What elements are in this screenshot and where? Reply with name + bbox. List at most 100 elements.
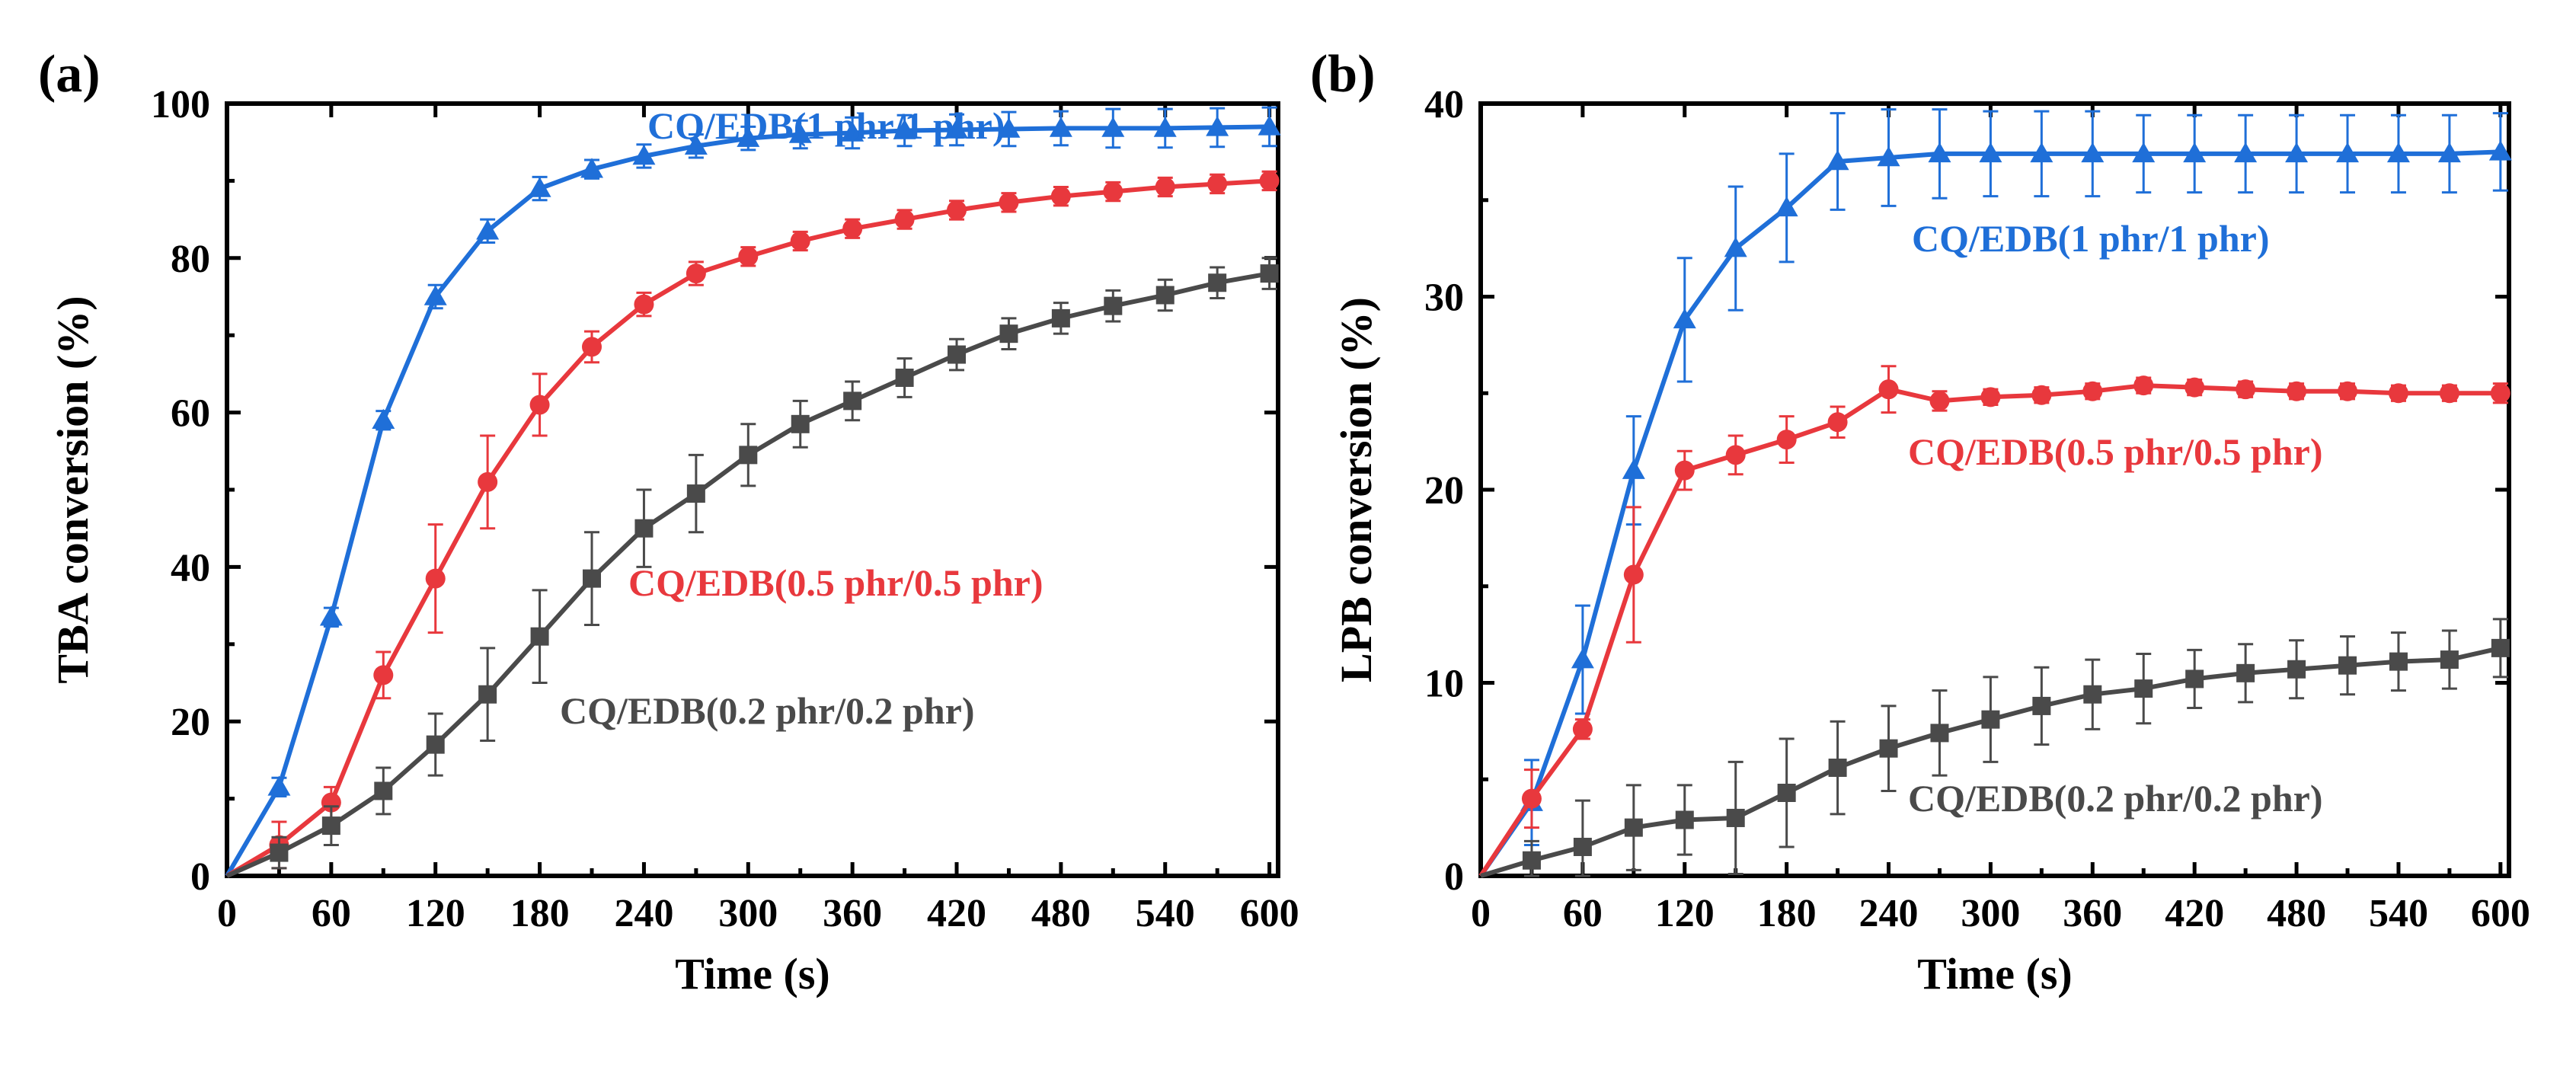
series-square: CQ/EDB(0.2 phr/0.2 phr)	[1480, 618, 2510, 878]
data-point	[1573, 837, 1592, 856]
data-point	[2185, 669, 2204, 689]
data-point	[2336, 142, 2360, 163]
data-point	[1571, 648, 1594, 669]
data-point	[2285, 142, 2309, 163]
y-tick-label: 40	[1424, 83, 1464, 126]
data-point	[321, 816, 340, 836]
data-point	[1828, 759, 1847, 778]
data-point	[1725, 445, 1746, 465]
y-tick-label: 20	[171, 701, 210, 744]
data-point	[790, 231, 810, 251]
data-point	[530, 627, 549, 646]
data-point	[2133, 375, 2154, 396]
data-point	[1153, 117, 1177, 137]
data-point	[1622, 459, 1645, 479]
data-point	[2338, 381, 2358, 401]
data-point	[267, 775, 291, 796]
series-label: CQ/EDB(0.5 phr/0.5 phr)	[628, 561, 1044, 604]
data-point	[580, 158, 604, 178]
y-tick-label: 0	[1444, 855, 1464, 899]
x-tick-label: 420	[2165, 892, 2224, 935]
data-point	[2287, 381, 2307, 401]
data-point	[1979, 142, 2002, 163]
panel-a: (a) 0 60 120 180 240 300 360 420 480 540 600 0 20 40 60…	[38, 45, 1299, 999]
data-point	[319, 606, 343, 626]
data-point	[2183, 142, 2207, 163]
series-label: CQ/EDB(0.2 phr/0.2 phr)	[1908, 777, 2323, 820]
data-point	[1155, 177, 1175, 197]
data-point	[1930, 724, 1949, 743]
x-tick-label: 180	[1757, 892, 1817, 935]
data-point	[2488, 140, 2512, 161]
x-tick-label: 0	[217, 892, 237, 935]
x-tick-label: 600	[1240, 892, 1299, 935]
data-point	[1877, 145, 1900, 167]
x-tick-label: 60	[1563, 892, 1603, 935]
y-tick-label: 0	[190, 855, 210, 899]
data-point	[634, 519, 654, 538]
data-point	[1260, 264, 1279, 283]
data-point	[1623, 564, 1644, 585]
data-point	[737, 126, 760, 147]
y-axis-label: LPB conversion (%)	[1331, 297, 1381, 682]
data-point	[1208, 273, 1227, 292]
data-point	[2439, 383, 2459, 404]
data-point	[686, 264, 706, 284]
data-point	[945, 118, 969, 139]
data-point	[2389, 652, 2408, 671]
data-point	[1258, 115, 1281, 136]
y-tick-label: 10	[1424, 663, 1464, 706]
data-point	[1929, 391, 1950, 411]
data-point	[2440, 650, 2459, 669]
data-point	[2234, 142, 2258, 163]
data-point	[1981, 710, 2000, 729]
series-square: CQ/EDB(0.2 phr/0.2 phr)	[225, 257, 1279, 878]
data-point	[2388, 383, 2408, 404]
data-point	[373, 665, 394, 685]
data-point	[1624, 818, 1643, 837]
data-point	[686, 484, 705, 503]
data-point	[1101, 117, 1125, 137]
data-point	[2236, 663, 2255, 682]
panel-label: (b)	[1310, 45, 1376, 104]
data-point	[843, 391, 862, 411]
data-point	[528, 177, 551, 197]
x-tick-label: 480	[1031, 892, 1091, 935]
x-axis-label: Time (s)	[1917, 949, 2073, 999]
series-circle: CQ/EDB(0.5 phr/0.5 phr)	[225, 170, 1280, 878]
data-point	[1980, 387, 2001, 407]
data-point	[684, 134, 708, 155]
x-tick-label: 480	[2267, 892, 2326, 935]
data-point	[2132, 142, 2156, 163]
x-tick-label: 600	[2471, 892, 2530, 935]
data-point	[1522, 851, 1541, 870]
x-tick-label: 540	[1136, 892, 1195, 935]
data-point	[1155, 286, 1175, 305]
data-point	[634, 294, 654, 315]
data-point	[2287, 660, 2306, 679]
panel-b: (b) 0 60 120 180 240 300 360 420 480 540 600 0 10 20 30…	[1310, 45, 2530, 999]
y-tick-label: 40	[171, 546, 210, 590]
series-label: CQ/EDB(0.5 phr/0.5 phr)	[1908, 430, 2323, 473]
data-point	[1777, 783, 1796, 802]
data-point	[582, 337, 602, 357]
data-point	[270, 843, 289, 862]
data-point	[894, 209, 915, 230]
data-point	[2081, 142, 2105, 163]
x-tick-label: 360	[2063, 892, 2122, 935]
series-triangle: CQ/EDB(1 phr/1 phr)	[1478, 108, 2512, 877]
data-point	[1049, 117, 1072, 137]
data-point	[374, 781, 393, 800]
data-point	[632, 144, 656, 165]
data-point	[1673, 308, 1696, 329]
x-tick-label: 420	[927, 892, 986, 935]
data-point	[895, 368, 914, 387]
y-tick-label: 20	[1424, 469, 1464, 513]
data-point	[1259, 171, 1280, 191]
data-point	[1206, 116, 1229, 136]
x-tick-label: 300	[718, 892, 778, 935]
data-point	[583, 569, 602, 588]
data-point	[1878, 379, 1899, 400]
